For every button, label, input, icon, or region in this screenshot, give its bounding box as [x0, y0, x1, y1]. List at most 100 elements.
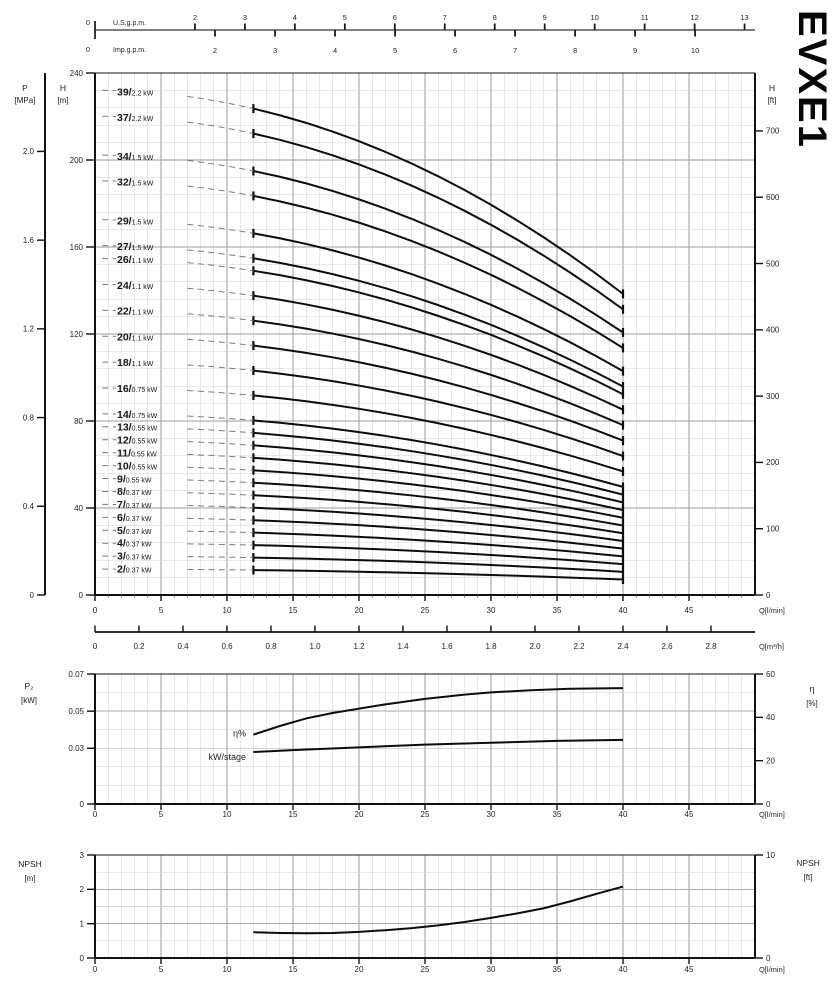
stage-curve-label: 4/0.37 kW [117, 538, 152, 550]
kw-per-stage-curve-label: kW/stage [208, 752, 246, 762]
h-ft-axis: 700 600 500 400 300 200 100 0 H [ft] [755, 83, 780, 600]
svg-text:30: 30 [487, 606, 496, 615]
svg-text:6: 6 [393, 13, 397, 22]
h-m-axis: 240 200 160 120 80 40 0 H [m] [57, 69, 95, 600]
svg-text:40: 40 [619, 606, 628, 615]
stage-curve-11 [253, 456, 624, 512]
stage-curve-7 [253, 506, 624, 542]
svg-text:300: 300 [766, 392, 780, 401]
usgpm-zero: 0 [86, 18, 90, 27]
svg-text:5: 5 [159, 965, 164, 974]
efficiency-curve [253, 687, 624, 736]
svg-text:0: 0 [80, 800, 85, 809]
stage-curve-14 [253, 419, 624, 488]
svg-text:2.0: 2.0 [23, 147, 35, 156]
svg-text:0.07: 0.07 [68, 670, 84, 679]
stage-curve-12 [253, 444, 624, 504]
svg-text:5: 5 [159, 606, 164, 615]
svg-text:3: 3 [243, 13, 247, 22]
svg-text:20: 20 [355, 606, 364, 615]
impgpm-axis-label: Imp.g.p.m. [113, 47, 146, 54]
svg-text:1.6: 1.6 [441, 642, 453, 651]
svg-text:[kW]: [kW] [21, 696, 37, 705]
stage-curve-24 [253, 294, 624, 411]
stage-curve-label: 29/1.5 kW [117, 215, 154, 227]
npsh-m-axis: 3 2 1 0 NPSH [m] [18, 851, 95, 963]
q-m3h-axis-name: Q[m³/h] [759, 642, 784, 651]
stage-curve-26 [253, 269, 624, 396]
svg-text:1.2: 1.2 [23, 325, 35, 334]
svg-text:[m]: [m] [24, 874, 35, 883]
svg-text:3: 3 [80, 851, 85, 860]
stage-curve-29 [253, 232, 624, 372]
svg-text:20: 20 [355, 965, 364, 974]
svg-text:80: 80 [74, 417, 83, 426]
stage-curve-32 [253, 194, 624, 349]
svg-text:0.4: 0.4 [23, 502, 35, 511]
head-capacity-chart: 24020016012080400H[m]2.01.61.20.80.40P[M… [15, 69, 785, 651]
svg-text:40: 40 [619, 965, 628, 974]
svg-text:0: 0 [766, 800, 771, 809]
svg-text:25: 25 [421, 965, 430, 974]
stage-curve-label: 20/1.1 kW [117, 331, 154, 343]
stage-curve-label: 32/1.5 kW [117, 177, 154, 189]
svg-text:20: 20 [766, 756, 775, 765]
svg-text:15: 15 [289, 810, 298, 819]
svg-text:2: 2 [193, 13, 197, 22]
p-mpa-axis: 2.0 1.6 1.2 0.8 0.4 0 P [MPa] [15, 73, 46, 600]
svg-text:8: 8 [573, 46, 577, 55]
svg-text:40: 40 [619, 810, 628, 819]
svg-text:25: 25 [421, 810, 430, 819]
svg-text:2: 2 [80, 885, 85, 894]
svg-text:30: 30 [487, 810, 496, 819]
pump-model-label: EVXE1 [790, 10, 834, 149]
h-ft-axis-name: H [769, 83, 775, 93]
p2-kw-axis: 0.07 0.05 0.03 0 P₂ [kW] [21, 670, 95, 809]
stage-curve-label: 9/0.55 kW [117, 473, 152, 485]
svg-text:6: 6 [453, 46, 457, 55]
stage-curve-label: 37/2.2 kW [117, 112, 154, 124]
svg-text:[%]: [%] [806, 699, 818, 708]
eta-percent-axis: 60 40 20 0 η [%] [755, 670, 818, 809]
eta-axis-name: η [809, 684, 814, 694]
npsh-curve [253, 885, 624, 935]
svg-text:12: 12 [690, 13, 698, 22]
svg-text:[MPa]: [MPa] [15, 96, 36, 105]
svg-text:2: 2 [213, 46, 217, 55]
power-q-axis: 0 5 10 15 20 25 30 35 40 45 Q[l/min] [93, 804, 785, 819]
svg-text:200: 200 [766, 458, 780, 467]
svg-text:11: 11 [641, 13, 649, 22]
impgpm-zero: 0 [86, 45, 90, 54]
svg-text:120: 120 [70, 330, 84, 339]
stage-curve-label: 7/0.37 kW [117, 499, 152, 511]
svg-text:25: 25 [421, 606, 430, 615]
stage-curve-label: 13/0.55 kW [117, 422, 158, 434]
stage-curve-label: 6/0.37 kW [117, 512, 152, 524]
stage-curve-9 [253, 481, 624, 527]
svg-text:0: 0 [93, 642, 98, 651]
svg-text:240: 240 [70, 69, 84, 78]
svg-text:0: 0 [80, 954, 85, 963]
stage-curve-6 [253, 519, 624, 550]
stage-curve-label: 5/0.37 kW [117, 525, 152, 537]
svg-text:1.4: 1.4 [397, 642, 409, 651]
svg-text:10: 10 [223, 965, 232, 974]
svg-text:500: 500 [766, 259, 780, 268]
svg-text:15: 15 [289, 965, 298, 974]
stage-curve-label: 10/0.55 kW [117, 460, 158, 472]
svg-text:Q[l/min]: Q[l/min] [759, 965, 785, 974]
p2-axis-name: P₂ [25, 681, 34, 691]
svg-text:0.6: 0.6 [221, 642, 233, 651]
stage-curve-34 [253, 169, 624, 334]
svg-text:100: 100 [766, 525, 780, 534]
stage-curve-37 [253, 132, 624, 311]
svg-text:[ft]: [ft] [804, 873, 813, 882]
svg-text:1.2: 1.2 [353, 642, 365, 651]
svg-text:160: 160 [70, 243, 84, 252]
svg-text:1.6: 1.6 [23, 236, 35, 245]
q-lmin-axis-name: Q[l/min] [759, 606, 785, 615]
svg-text:0: 0 [93, 965, 98, 974]
svg-text:1: 1 [80, 919, 85, 928]
svg-text:10: 10 [223, 810, 232, 819]
